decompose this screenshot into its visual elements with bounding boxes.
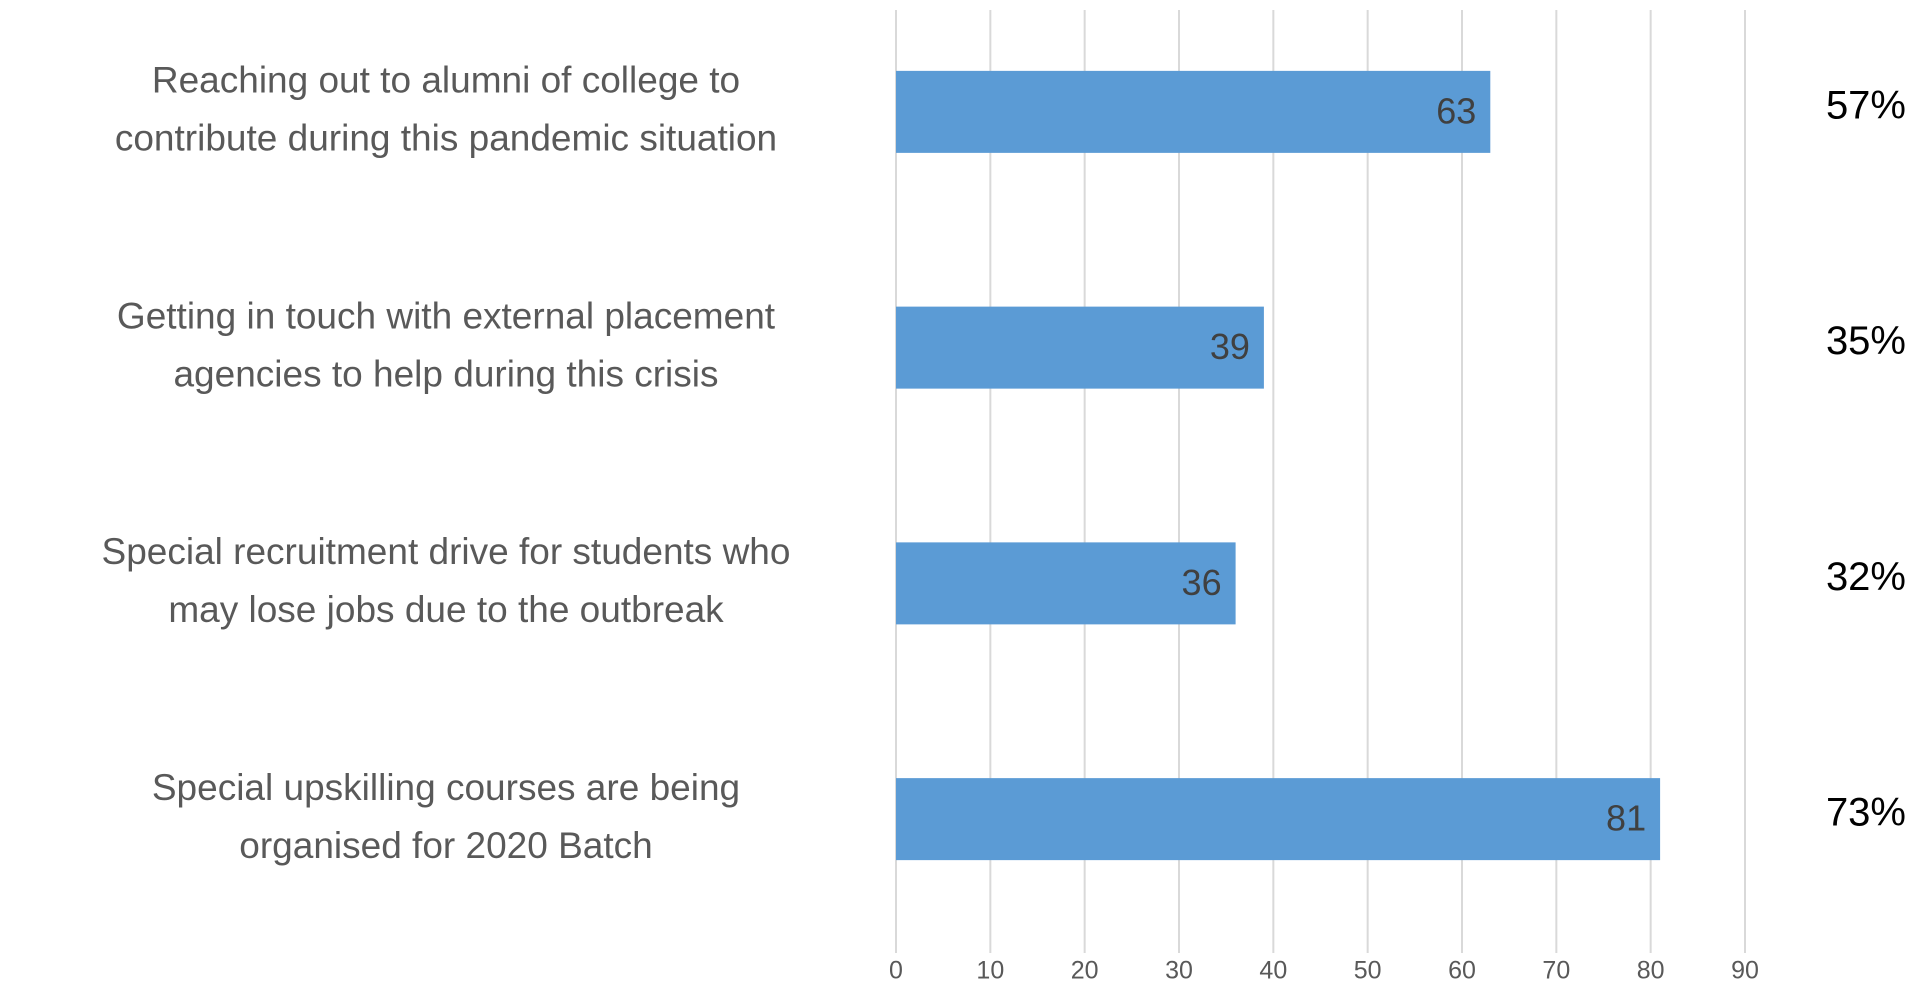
data-label: 63 (1436, 90, 1476, 131)
x-tick-label: 30 (1165, 957, 1193, 984)
category-label: contribute during this pandemic situatio… (115, 118, 777, 159)
annotation: 32% (1826, 555, 1906, 599)
bar (896, 306, 1264, 389)
x-tick-label: 70 (1542, 957, 1570, 984)
bar (896, 70, 1491, 153)
category-label: Reaching out to alumni of college to (152, 60, 740, 101)
x-tick-label: 40 (1259, 957, 1287, 984)
x-tick-label: 10 (976, 957, 1004, 984)
category-label: agencies to help during this crisis (173, 353, 718, 394)
annotation: 57% (1826, 83, 1906, 127)
x-tick-label: 20 (1071, 957, 1099, 984)
category-label: organised for 2020 Batch (239, 825, 652, 866)
data-label: 36 (1182, 562, 1222, 603)
x-tick-label: 80 (1637, 957, 1665, 984)
data-label: 39 (1210, 326, 1250, 367)
x-tick-label: 90 (1731, 957, 1759, 984)
bar (896, 778, 1661, 861)
data-label: 81 (1606, 798, 1646, 839)
annotation: 35% (1826, 319, 1906, 363)
bar (896, 542, 1236, 625)
category-label: may lose jobs due to the outbreak (168, 589, 724, 630)
x-tick-label: 60 (1448, 957, 1476, 984)
category-label: Getting in touch with external placement (117, 295, 776, 336)
category-label: Special upskilling courses are being (152, 767, 740, 808)
x-tick-label: 0 (889, 957, 903, 984)
x-tick-label: 50 (1354, 957, 1382, 984)
category-label: Special recruitment drive for students w… (102, 531, 791, 572)
annotation: 73% (1826, 791, 1906, 835)
